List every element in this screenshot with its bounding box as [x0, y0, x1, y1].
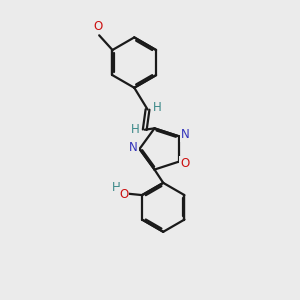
Text: O: O	[180, 157, 190, 169]
Text: H: H	[153, 101, 162, 114]
Text: N: N	[181, 128, 189, 141]
Text: H: H	[111, 181, 120, 194]
Text: O: O	[119, 188, 128, 201]
Text: N: N	[129, 141, 138, 154]
Text: O: O	[94, 20, 103, 33]
Text: H: H	[130, 122, 139, 136]
